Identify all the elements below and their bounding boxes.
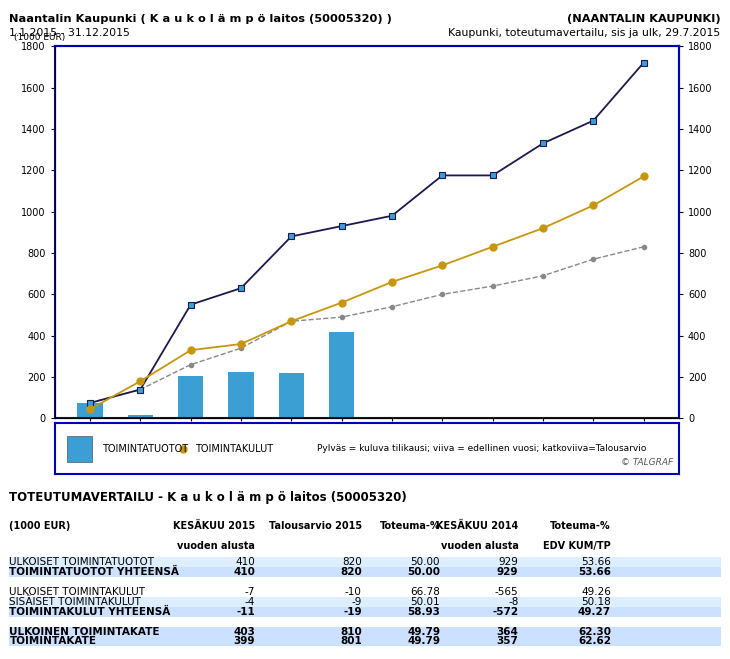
Bar [329, 331, 354, 418]
FancyBboxPatch shape [9, 637, 721, 646]
Text: -4: -4 [245, 596, 255, 607]
Text: Toteuma-%: Toteuma-% [550, 521, 611, 531]
Text: 403: 403 [233, 627, 255, 637]
Text: 49.27: 49.27 [577, 607, 611, 617]
Text: 801: 801 [340, 637, 362, 646]
Text: 49.26: 49.26 [581, 587, 611, 596]
Text: KESÄKUU 2014: KESÄKUU 2014 [436, 521, 518, 531]
Text: -8: -8 [508, 596, 518, 607]
Text: 49.79: 49.79 [407, 637, 440, 646]
Text: -7: -7 [245, 587, 255, 596]
FancyBboxPatch shape [9, 557, 721, 567]
Bar [77, 403, 103, 418]
Text: ULKOISET TOIMINTAKULUT: ULKOISET TOIMINTAKULUT [9, 587, 145, 596]
Text: 929: 929 [497, 567, 518, 577]
Text: 357: 357 [496, 637, 518, 646]
Text: 53.66: 53.66 [578, 567, 611, 577]
Text: © TALGRAF: © TALGRAF [620, 458, 672, 467]
Text: vuoden alusta: vuoden alusta [440, 541, 518, 551]
Text: Toteuma-%: Toteuma-% [380, 521, 440, 531]
Text: TOTEUTUMAVERTAILU - K a u k o l ä m p ö laitos (50005320): TOTEUTUMAVERTAILU - K a u k o l ä m p ö … [9, 491, 407, 504]
Text: TOIMINTAKULUT: TOIMINTAKULUT [195, 444, 273, 454]
Text: (NAANTALIN KAUPUNKI): (NAANTALIN KAUPUNKI) [567, 14, 721, 24]
Text: -19: -19 [343, 607, 362, 617]
Text: Naantalin Kaupunki ( K a u k o l ä m p ö laitos (50005320) ): Naantalin Kaupunki ( K a u k o l ä m p ö… [9, 14, 392, 24]
Text: 50.01: 50.01 [410, 596, 440, 607]
Text: -572: -572 [492, 607, 518, 617]
Text: -11: -11 [237, 607, 255, 617]
FancyBboxPatch shape [9, 567, 721, 577]
Text: -10: -10 [345, 587, 362, 596]
Text: Talousarvio 2015: Talousarvio 2015 [269, 521, 362, 531]
Text: 810: 810 [340, 627, 362, 637]
Text: (1000 EUR): (1000 EUR) [9, 521, 71, 531]
Text: KESÄKUU 2015: KESÄKUU 2015 [173, 521, 255, 531]
FancyBboxPatch shape [9, 627, 721, 637]
Text: -9: -9 [351, 596, 362, 607]
Text: vuoden alusta: vuoden alusta [177, 541, 255, 551]
Text: 49.79: 49.79 [407, 627, 440, 637]
Text: TOIMINTAKULUT YHTEENSÄ: TOIMINTAKULUT YHTEENSÄ [9, 606, 171, 617]
Text: 50.00: 50.00 [407, 567, 440, 577]
Text: ULKOISET TOIMINTATUOTOT: ULKOISET TOIMINTATUOTOT [9, 557, 155, 567]
Text: SISÄISET TOIMINTAKULUT: SISÄISET TOIMINTAKULUT [9, 596, 142, 607]
Text: 820: 820 [340, 567, 362, 577]
Text: 410: 410 [235, 557, 255, 567]
Text: 50.18: 50.18 [581, 596, 611, 607]
Text: 410: 410 [233, 567, 255, 577]
Text: Kaupunki, toteutumavertailu, sis ja ulk, 29.7.2015: Kaupunki, toteutumavertailu, sis ja ulk,… [448, 28, 721, 38]
Bar [178, 376, 203, 418]
Bar [128, 415, 153, 418]
Text: TOIMINTAKATE: TOIMINTAKATE [9, 637, 96, 646]
Text: TOIMINTATUOTOT YHTEENSÄ: TOIMINTATUOTOT YHTEENSÄ [9, 567, 180, 577]
Text: 1.1.2015 - 31.12.2015: 1.1.2015 - 31.12.2015 [9, 28, 131, 38]
Bar [279, 373, 304, 418]
Text: 399: 399 [234, 637, 255, 646]
Text: 50.00: 50.00 [410, 557, 440, 567]
Text: TOIMINTATUOTOT: TOIMINTATUOTOT [101, 444, 188, 454]
Bar [67, 436, 92, 461]
Text: 62.62: 62.62 [578, 637, 611, 646]
Text: -565: -565 [495, 587, 518, 596]
Text: 58.93: 58.93 [407, 607, 440, 617]
FancyBboxPatch shape [9, 607, 721, 617]
Text: 53.66: 53.66 [581, 557, 611, 567]
FancyBboxPatch shape [9, 596, 721, 607]
Text: 820: 820 [342, 557, 362, 567]
Text: 62.30: 62.30 [578, 627, 611, 637]
Text: 364: 364 [496, 627, 518, 637]
Text: EDV KUM/TP: EDV KUM/TP [543, 541, 611, 551]
Text: ULKOINEN TOIMINTAKATE: ULKOINEN TOIMINTAKATE [9, 627, 160, 637]
Bar [228, 372, 253, 418]
Text: (1000 EUR): (1000 EUR) [14, 34, 66, 42]
Text: 929: 929 [499, 557, 518, 567]
Text: Pylväs = kuluva tilikausi; viiva = edellinen vuosi; katkoviiva=Talousarvio: Pylväs = kuluva tilikausi; viiva = edell… [317, 444, 646, 453]
Text: 66.78: 66.78 [410, 587, 440, 596]
